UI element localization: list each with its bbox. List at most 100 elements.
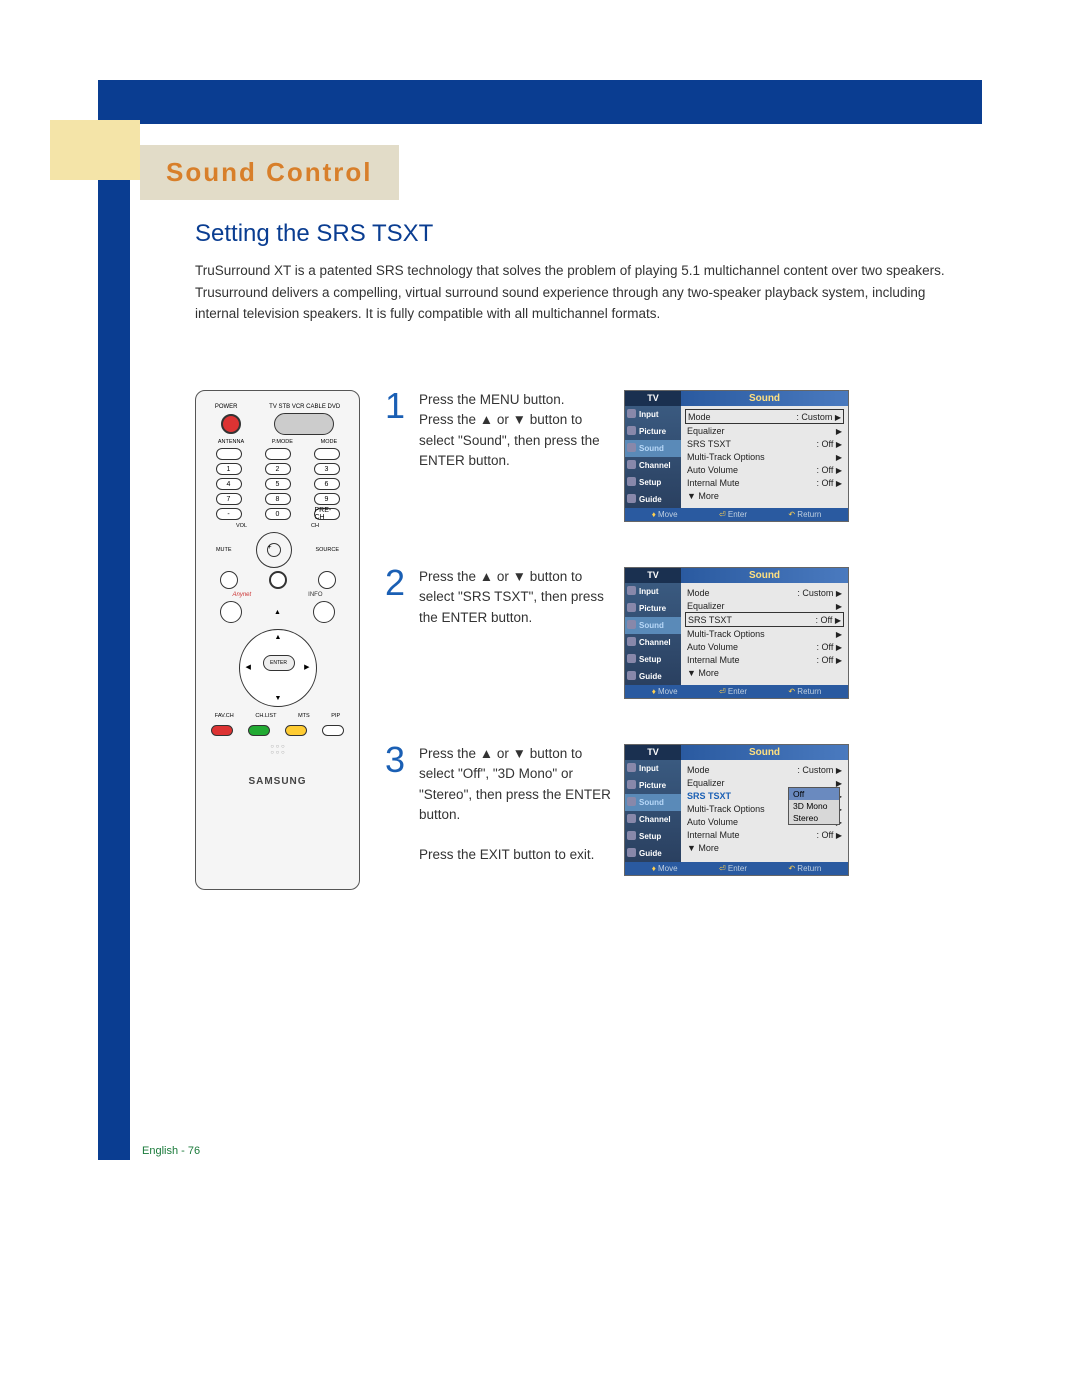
anynet-label: Anynet (232, 592, 251, 598)
antenna-button (216, 448, 242, 460)
num-PRE-CH-button: PRE-CH (314, 508, 340, 520)
mute-button (220, 571, 238, 589)
num-8-button: 8 (265, 493, 291, 505)
ch-label: CH (311, 523, 319, 529)
num-5-button: 5 (265, 478, 291, 490)
step-text: Press the ▲ or ▼ button to select "SRS T… (419, 567, 614, 699)
osd-sidebar-setup: Setup (625, 651, 681, 668)
green-button (248, 725, 270, 736)
osd-item: Mode: Custom ▶ (685, 586, 844, 599)
power-label: POWER (215, 404, 238, 410)
osd-item: ▼ More (685, 841, 844, 854)
d-pad: ENTER ▲ ▼ ◀ ▶ (239, 629, 317, 707)
osd-menu: TVSoundInputPictureSoundChannelSetupGuid… (624, 567, 849, 699)
brand-label: SAMSUNG (204, 776, 351, 787)
section-tab: Sound Control (140, 145, 399, 200)
chlist-label: CH.LIST (255, 713, 276, 719)
osd-sidebar-picture: Picture (625, 600, 681, 617)
osd-item: Equalizer ▶ (685, 599, 844, 612)
device-labels: TV STB VCR CABLE DVD (269, 404, 340, 410)
page-footer: English - 76 (142, 1145, 200, 1157)
pip-label: PIP (331, 713, 340, 719)
ch-down-button (269, 571, 287, 589)
osd-sidebar-sound: Sound (625, 440, 681, 457)
osd-footer: ♦ Move⏎ Enter↶ Return (625, 862, 848, 875)
num-6-button: 6 (314, 478, 340, 490)
step-2: 2Press the ▲ or ▼ button to select "SRS … (385, 567, 955, 699)
osd-sidebar-guide: Guide (625, 668, 681, 685)
osd-item: SRS TSXT: Off ▶ (685, 612, 844, 627)
osd-sidebar-channel: Channel (625, 811, 681, 828)
osd-item: Internal Mute: Off ▶ (685, 476, 844, 489)
yellow-button (285, 725, 307, 736)
mts-label: MTS (298, 713, 310, 719)
vol-label: VOL (236, 523, 247, 529)
osd-sidebar-guide: Guide (625, 845, 681, 862)
osd-item: SRS TSXT: Off ▶ (685, 437, 844, 450)
pmode-button (265, 448, 291, 460)
step-text: Press the ▲ or ▼ button to select "Off",… (419, 744, 614, 876)
osd-item: Multi-Track Options ▶ (685, 627, 844, 640)
intro-paragraph: TruSurround XT is a patented SRS technol… (195, 260, 955, 325)
num-3-button: 3 (314, 463, 340, 475)
osd-sidebar-setup: Setup (625, 828, 681, 845)
num-2-button: 2 (265, 463, 291, 475)
osd-menu: TVSoundInputPictureSoundChannelSetupGuid… (624, 390, 849, 522)
osd-tv-label: TV (625, 391, 681, 406)
section-title: Sound Control (166, 157, 373, 188)
border-left (98, 80, 130, 1160)
step-text: Press the MENU button. Press the ▲ or ▼ … (419, 390, 614, 522)
exit-button (313, 601, 335, 623)
osd-item: ▼ More (685, 666, 844, 679)
num---button: - (216, 508, 242, 520)
num-9-button: 9 (314, 493, 340, 505)
num-4-button: 4 (216, 478, 242, 490)
step-number: 1 (385, 390, 409, 522)
antenna-label: ANTENNA (218, 439, 244, 445)
remote-illustration: POWER TV STB VCR CABLE DVD ANTENNA P.MOD… (195, 390, 365, 921)
step-number: 2 (385, 567, 409, 699)
mode-button (314, 448, 340, 460)
osd-item: Mode: Custom ▶ (685, 763, 844, 776)
osd-sidebar-channel: Channel (625, 457, 681, 474)
osd-item: Multi-Track Options ▶ (685, 450, 844, 463)
num-0-button: 0 (265, 508, 291, 520)
red-button (211, 725, 233, 736)
osd-tv-label: TV (625, 745, 681, 760)
osd-item: Auto Volume: Off ▶ (685, 463, 844, 476)
osd-sidebar-setup: Setup (625, 474, 681, 491)
osd-sidebar-sound: Sound (625, 617, 681, 634)
osd-footer: ♦ Move⏎ Enter↶ Return (625, 508, 848, 521)
osd-sidebar-input: Input (625, 583, 681, 600)
info-label: INFO (308, 592, 322, 598)
vol-ch-rocker: + (256, 532, 292, 568)
osd-item: Internal Mute: Off ▶ (685, 653, 844, 666)
source-label: SOURCE (315, 547, 339, 553)
osd-item: Auto Volume: Off ▶ (685, 640, 844, 653)
mode-label: MODE (321, 439, 338, 445)
border-top (98, 80, 982, 124)
step-1: 1Press the MENU button. Press the ▲ or ▼… (385, 390, 955, 522)
osd-item: Equalizer ▶ (685, 424, 844, 437)
enter-button: ENTER (263, 655, 295, 671)
num-7-button: 7 (216, 493, 242, 505)
osd-title: Sound (681, 391, 848, 406)
osd-item: Mode: Custom ▶ (685, 409, 844, 424)
osd-sidebar-picture: Picture (625, 423, 681, 440)
osd-sidebar-channel: Channel (625, 634, 681, 651)
osd-item: ▼ More (685, 489, 844, 502)
osd-sidebar-input: Input (625, 760, 681, 777)
power-button (221, 414, 241, 434)
step-3: 3Press the ▲ or ▼ button to select "Off"… (385, 744, 955, 876)
blue-button (322, 725, 344, 736)
step-number: 3 (385, 744, 409, 876)
pmode-label: P.MODE (272, 439, 293, 445)
osd-sidebar-sound: Sound (625, 794, 681, 811)
favch-label: FAV.CH (215, 713, 234, 719)
osd-popup: Off3D MonoStereo (788, 787, 840, 825)
source-button (318, 571, 336, 589)
osd-sidebar-input: Input (625, 406, 681, 423)
menu-button (220, 601, 242, 623)
corner-accent (50, 120, 140, 180)
osd-item: Internal Mute: Off ▶ (685, 828, 844, 841)
